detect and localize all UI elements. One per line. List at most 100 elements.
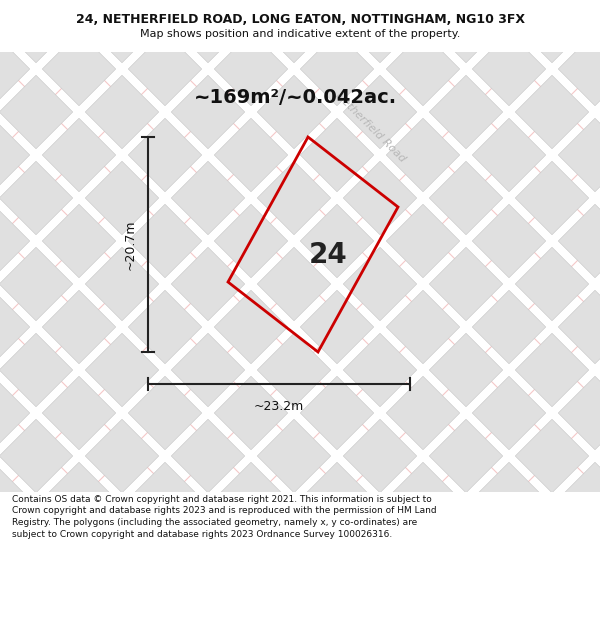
- Polygon shape: [386, 118, 460, 192]
- Polygon shape: [0, 0, 73, 62]
- Polygon shape: [558, 290, 600, 364]
- Polygon shape: [0, 32, 30, 106]
- Polygon shape: [171, 248, 245, 321]
- Polygon shape: [515, 0, 589, 62]
- Text: ~20.7m: ~20.7m: [124, 219, 137, 270]
- Polygon shape: [429, 248, 503, 321]
- Polygon shape: [128, 118, 202, 192]
- Polygon shape: [85, 161, 159, 235]
- Polygon shape: [257, 505, 331, 579]
- Polygon shape: [515, 161, 589, 235]
- Polygon shape: [42, 290, 116, 364]
- Polygon shape: [515, 75, 589, 149]
- Polygon shape: [42, 32, 116, 106]
- Polygon shape: [214, 376, 288, 450]
- Polygon shape: [558, 32, 600, 106]
- Polygon shape: [515, 333, 589, 407]
- Polygon shape: [472, 376, 546, 450]
- Polygon shape: [515, 505, 589, 579]
- Polygon shape: [386, 462, 460, 536]
- Polygon shape: [257, 333, 331, 407]
- Polygon shape: [42, 376, 116, 450]
- Text: Netherfield Road: Netherfield Road: [333, 90, 407, 164]
- Polygon shape: [386, 290, 460, 364]
- Polygon shape: [472, 204, 546, 278]
- Polygon shape: [214, 204, 288, 278]
- Polygon shape: [558, 118, 600, 192]
- Polygon shape: [42, 118, 116, 192]
- Polygon shape: [558, 462, 600, 536]
- Polygon shape: [343, 419, 417, 492]
- Polygon shape: [472, 462, 546, 536]
- Polygon shape: [0, 462, 30, 536]
- Polygon shape: [0, 505, 73, 579]
- Polygon shape: [300, 204, 374, 278]
- Polygon shape: [472, 290, 546, 364]
- Polygon shape: [0, 290, 30, 364]
- Polygon shape: [214, 118, 288, 192]
- Polygon shape: [300, 290, 374, 364]
- Polygon shape: [300, 462, 374, 536]
- Polygon shape: [429, 419, 503, 492]
- Text: 24: 24: [308, 241, 347, 269]
- Polygon shape: [85, 248, 159, 321]
- Polygon shape: [515, 248, 589, 321]
- Text: Contains OS data © Crown copyright and database right 2021. This information is : Contains OS data © Crown copyright and d…: [12, 494, 437, 539]
- Polygon shape: [0, 419, 73, 492]
- Polygon shape: [300, 32, 374, 106]
- Polygon shape: [257, 248, 331, 321]
- Polygon shape: [128, 204, 202, 278]
- Polygon shape: [128, 376, 202, 450]
- Polygon shape: [0, 118, 30, 192]
- Polygon shape: [128, 290, 202, 364]
- Polygon shape: [128, 462, 202, 536]
- Polygon shape: [343, 248, 417, 321]
- Polygon shape: [257, 0, 331, 62]
- Polygon shape: [0, 376, 30, 450]
- Polygon shape: [257, 75, 331, 149]
- Polygon shape: [0, 248, 73, 321]
- Polygon shape: [257, 419, 331, 492]
- Polygon shape: [429, 161, 503, 235]
- Polygon shape: [472, 32, 546, 106]
- Polygon shape: [171, 161, 245, 235]
- Polygon shape: [171, 0, 245, 62]
- Polygon shape: [300, 118, 374, 192]
- Polygon shape: [85, 505, 159, 579]
- Polygon shape: [429, 505, 503, 579]
- Polygon shape: [171, 75, 245, 149]
- Polygon shape: [429, 0, 503, 62]
- Polygon shape: [343, 333, 417, 407]
- Polygon shape: [214, 462, 288, 536]
- Text: Map shows position and indicative extent of the property.: Map shows position and indicative extent…: [140, 29, 460, 39]
- Polygon shape: [0, 333, 73, 407]
- Polygon shape: [42, 462, 116, 536]
- Polygon shape: [214, 290, 288, 364]
- Text: ~23.2m: ~23.2m: [254, 399, 304, 412]
- Polygon shape: [558, 204, 600, 278]
- Polygon shape: [472, 118, 546, 192]
- Polygon shape: [343, 505, 417, 579]
- Polygon shape: [0, 204, 30, 278]
- Polygon shape: [300, 376, 374, 450]
- Polygon shape: [558, 376, 600, 450]
- Polygon shape: [515, 419, 589, 492]
- Polygon shape: [171, 505, 245, 579]
- Polygon shape: [0, 161, 73, 235]
- Polygon shape: [85, 0, 159, 62]
- Polygon shape: [42, 204, 116, 278]
- Polygon shape: [0, 75, 73, 149]
- Polygon shape: [85, 333, 159, 407]
- Polygon shape: [171, 419, 245, 492]
- Text: 24, NETHERFIELD ROAD, LONG EATON, NOTTINGHAM, NG10 3FX: 24, NETHERFIELD ROAD, LONG EATON, NOTTIN…: [76, 13, 524, 26]
- Polygon shape: [429, 333, 503, 407]
- Polygon shape: [257, 161, 331, 235]
- Text: ~169m²/~0.042ac.: ~169m²/~0.042ac.: [193, 88, 397, 106]
- Polygon shape: [386, 376, 460, 450]
- Polygon shape: [85, 419, 159, 492]
- Polygon shape: [343, 75, 417, 149]
- Polygon shape: [429, 75, 503, 149]
- Polygon shape: [171, 333, 245, 407]
- Polygon shape: [386, 204, 460, 278]
- Polygon shape: [85, 75, 159, 149]
